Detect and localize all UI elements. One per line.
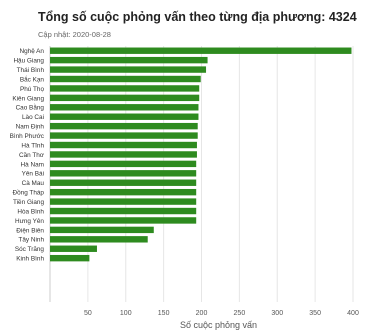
category-label: Tiền Giang: [13, 197, 44, 206]
chart-subtitle: Cập nhật: 2020-08-28: [38, 30, 111, 39]
bar: [50, 151, 197, 158]
x-tick-label: 100: [120, 310, 132, 317]
category-label: Yên Bái: [22, 171, 44, 178]
category-label: Kiên Giang: [12, 95, 44, 102]
category-label: Thái Bình: [17, 67, 45, 74]
category-label: Hà Nam: [21, 161, 44, 168]
bar: [50, 160, 197, 168]
bar: [50, 254, 90, 262]
category-label: Hưng Yên: [15, 218, 44, 225]
category-label: Hòa Bình: [17, 208, 44, 215]
bar: [50, 245, 97, 252]
bar: [50, 75, 201, 83]
x-tick-label: 150: [158, 310, 170, 317]
category-label: Đồng Tháp: [12, 188, 44, 197]
x-tick-label: 400: [347, 310, 359, 317]
bar: [50, 47, 352, 54]
category-label: Phú Thọ: [20, 86, 44, 93]
x-axis-label: Số cuộc phỏng vấn: [180, 320, 258, 330]
category-label: Lào Cai: [22, 114, 44, 121]
bar: [50, 179, 197, 186]
bar: [50, 217, 197, 224]
category-label: Cà Mau: [22, 180, 45, 187]
category-label: Hậu Giang: [13, 58, 44, 65]
bar: [50, 104, 199, 111]
x-tick-label: 250: [234, 310, 246, 317]
x-tick-label: 350: [309, 310, 321, 317]
category-label: Bắc Kạn: [20, 74, 45, 83]
category-label: Hà Tĩnh: [21, 142, 44, 149]
category-label: Cao Bằng: [16, 103, 45, 112]
category-label: Điện Biên: [16, 227, 44, 234]
bar: [50, 113, 199, 120]
bar: [50, 198, 197, 205]
bar: [50, 56, 208, 64]
x-tick-label: 50: [84, 310, 92, 317]
bar: [50, 122, 198, 130]
category-label: Kinh Bình: [16, 256, 44, 263]
bar: [50, 66, 207, 73]
bar: [50, 132, 198, 139]
category-label: Nam Định: [16, 124, 45, 131]
category-label: Cần Thơ: [19, 150, 44, 159]
bar: [50, 188, 197, 196]
bar: [50, 207, 197, 215]
bar: [50, 226, 154, 234]
bar: [50, 236, 148, 243]
category-label: Bình Phước: [10, 133, 45, 140]
category-label: Sóc Trăng: [15, 246, 45, 253]
bar: [50, 141, 197, 149]
chart-title: Tổng số cuộc phỏng vấn theo từng địa phư…: [38, 10, 357, 24]
category-label: Nghệ An: [19, 48, 44, 55]
x-tick-label: 200: [196, 310, 208, 317]
x-tick-label: 300: [271, 310, 283, 317]
bar: [50, 85, 200, 92]
category-label: Tây Ninh: [18, 237, 44, 244]
bar: [50, 170, 197, 177]
bar: [50, 94, 200, 102]
